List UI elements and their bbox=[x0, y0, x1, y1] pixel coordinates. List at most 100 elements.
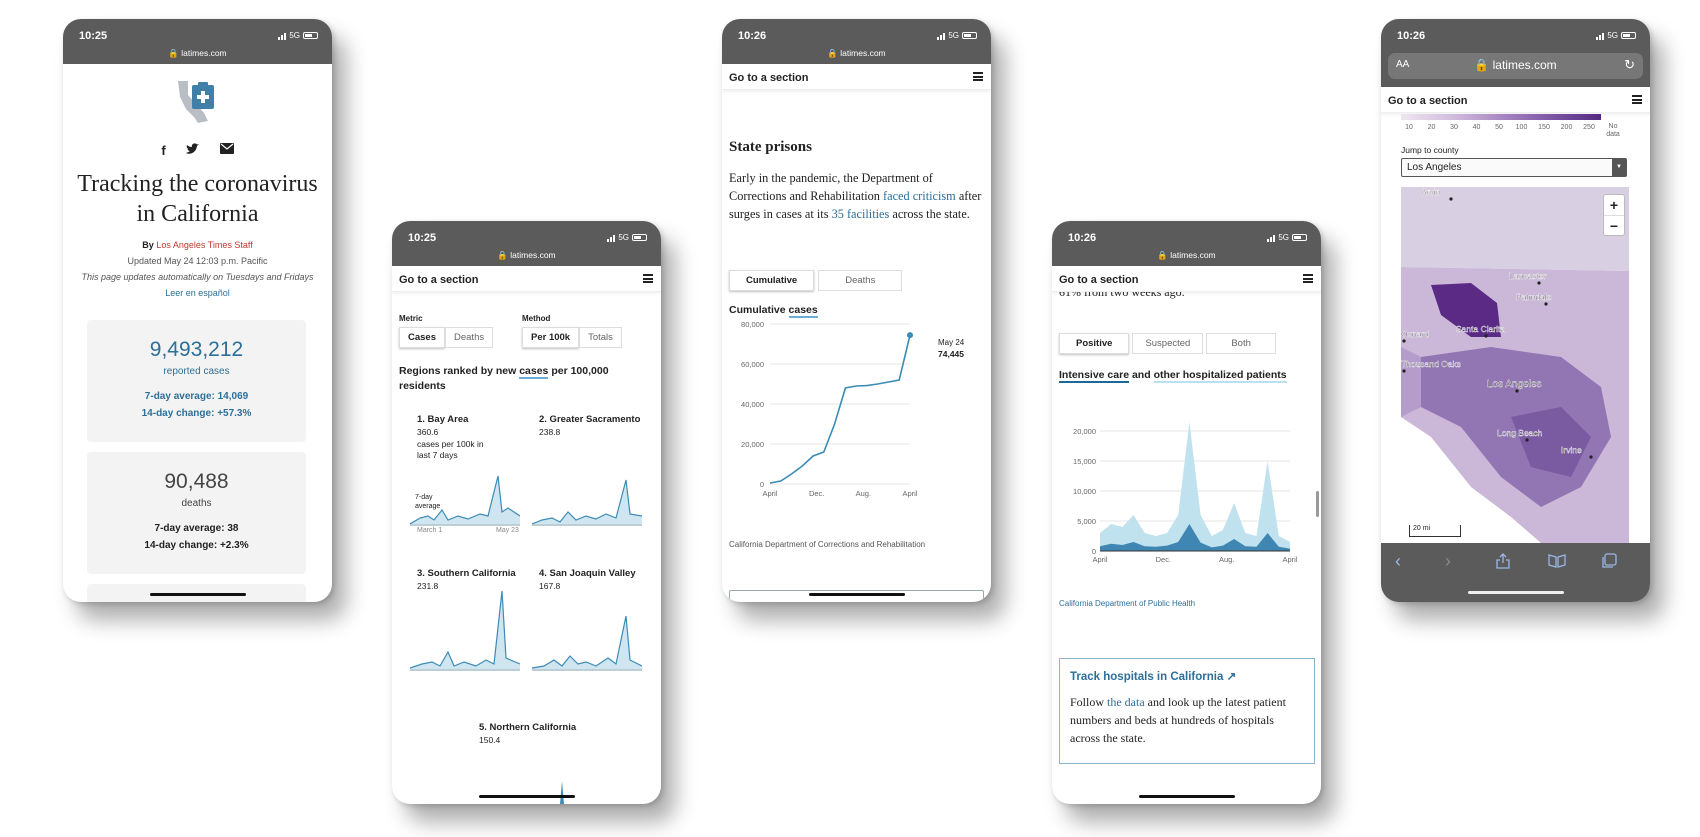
coast-area bbox=[1401, 347, 1421, 417]
facebook-icon[interactable]: f bbox=[161, 143, 166, 158]
home-indicator bbox=[149, 593, 246, 596]
phone-2-screen: 10:25 5G 🔒 latimes.com Go to a section M… bbox=[392, 221, 661, 804]
positive-button[interactable]: Positive bbox=[1059, 333, 1130, 354]
url-bar[interactable]: 🔒 latimes.com bbox=[168, 48, 227, 58]
menu-icon[interactable] bbox=[973, 72, 983, 81]
signal-indicator: 5G bbox=[1596, 31, 1636, 40]
county-map[interactable]: Arvin Lancaster Palmdale Santa Clarita Oxnar… bbox=[1401, 187, 1629, 543]
updated-time: Updated May 24 12:03 p.m. Pacific bbox=[127, 256, 268, 266]
signal-indicator: 5G bbox=[937, 31, 977, 40]
menu-icon[interactable] bbox=[1303, 274, 1313, 283]
legend-tick: 10 bbox=[1405, 124, 1413, 131]
metric-cases-button[interactable]: Cases bbox=[399, 327, 445, 348]
y-tick-label: 40,000 bbox=[741, 400, 764, 409]
suspected-button[interactable]: Suspected bbox=[1132, 333, 1204, 354]
the-data-link[interactable]: the data bbox=[1107, 695, 1145, 709]
tabs-icon[interactable] bbox=[1601, 553, 1617, 569]
region-name: 5. Northern California bbox=[479, 722, 577, 733]
place-label: Long Beach bbox=[1497, 428, 1543, 438]
y-tick-label: 20,000 bbox=[1073, 427, 1096, 436]
address-bar[interactable]: AA 🔒 latimes.com ↻ bbox=[1388, 53, 1643, 79]
section-nav[interactable]: Go to a section bbox=[1052, 266, 1321, 292]
metric-deaths-button[interactable]: Deaths bbox=[445, 327, 494, 348]
author-link[interactable]: Los Angeles Times Staff bbox=[156, 240, 253, 250]
x-tick-label: April bbox=[902, 489, 917, 498]
faced-criticism-link[interactable]: faced criticism bbox=[883, 189, 956, 203]
status-time: 10:26 bbox=[1068, 232, 1097, 244]
deaths-button[interactable]: Deaths bbox=[818, 270, 903, 291]
county-select[interactable]: Los Angeles ▼ bbox=[1401, 158, 1627, 177]
bookmarks-icon[interactable] bbox=[1548, 554, 1566, 568]
update-note: This page updates automatically on Tuesd… bbox=[81, 272, 314, 282]
region-value: 231.8 bbox=[417, 581, 439, 591]
phone-5-screen: 10:26 5G AA 🔒 latimes.com ↻ Go to a sect… bbox=[1381, 19, 1650, 602]
hospitalized-area bbox=[1100, 422, 1290, 551]
place-label: Palmdale bbox=[1516, 292, 1552, 302]
x-tick-label: April bbox=[1092, 555, 1107, 564]
method-label: Method bbox=[522, 314, 551, 323]
zoom-out-button[interactable]: − bbox=[1609, 218, 1619, 234]
x-end-label: May 23 bbox=[496, 527, 519, 534]
place-label: Arvin bbox=[1421, 187, 1441, 197]
forward-icon[interactable]: › bbox=[1445, 551, 1451, 571]
x-start-label: March 1 bbox=[417, 527, 443, 534]
cases-link[interactable]: cases bbox=[519, 365, 549, 379]
section-nav-title: Go to a section bbox=[1388, 95, 1468, 107]
section-body: Early in the pandemic, the Department of… bbox=[729, 171, 982, 221]
map-scale: 20 mi bbox=[1409, 525, 1461, 537]
share-bar: f bbox=[63, 143, 332, 158]
section-nav-title: Go to a section bbox=[1059, 274, 1139, 286]
region-name: 1. Bay Area bbox=[417, 414, 469, 425]
menu-icon[interactable] bbox=[643, 274, 653, 283]
url-bar[interactable]: 🔒 latimes.com bbox=[827, 48, 886, 58]
place-marker bbox=[1449, 197, 1453, 201]
facilities-link[interactable]: 35 facilities bbox=[831, 207, 890, 221]
method-per100k-button[interactable]: Per 100k bbox=[522, 327, 580, 348]
y-tick-label: 15,000 bbox=[1073, 457, 1096, 466]
jump-label: Jump to county bbox=[1401, 145, 1459, 155]
next-box bbox=[729, 590, 984, 602]
legend-color-bar bbox=[1401, 114, 1601, 120]
reader-aa-button[interactable]: AA bbox=[1396, 59, 1410, 70]
y-tick-label: 80,000 bbox=[741, 320, 764, 329]
home-indicator bbox=[478, 795, 575, 798]
section-nav[interactable]: Go to a section bbox=[1381, 87, 1650, 113]
url-bar[interactable]: 🔒 latimes.com bbox=[497, 250, 556, 260]
x-tick-label: April bbox=[762, 489, 777, 498]
place-marker bbox=[1537, 281, 1541, 285]
spanish-link[interactable]: Leer en español bbox=[165, 288, 230, 298]
y-tick-label: 5,000 bbox=[1077, 517, 1096, 526]
chart-title: Intensive care and other hospitalized pa… bbox=[1059, 369, 1287, 383]
zoom-in-button[interactable]: + bbox=[1604, 195, 1624, 216]
x-tick-label: Dec. bbox=[1156, 555, 1171, 564]
cases-link[interactable]: cases bbox=[788, 304, 818, 318]
sparkline-northern-california bbox=[560, 781, 564, 804]
both-button[interactable]: Both bbox=[1206, 333, 1276, 354]
phone-3-screen: 10:26 5G 🔒 latimes.com Go to a section S… bbox=[722, 19, 991, 602]
scroll-indicator[interactable] bbox=[1316, 491, 1319, 517]
status-bar: 10:26 5G 🔒 latimes.com bbox=[722, 19, 991, 64]
legend-tick: 250 bbox=[1583, 124, 1595, 131]
high-rate-area bbox=[1431, 283, 1501, 337]
method-totals-button[interactable]: Totals bbox=[579, 327, 622, 348]
status-bar: 10:26 5G AA 🔒 latimes.com ↻ bbox=[1381, 19, 1650, 87]
twitter-icon[interactable] bbox=[185, 143, 200, 155]
method-toggle: Per 100k Totals bbox=[522, 327, 622, 348]
reload-icon[interactable]: ↻ bbox=[1624, 57, 1635, 72]
email-icon[interactable] bbox=[219, 143, 234, 154]
cumulative-button[interactable]: Cumulative bbox=[729, 270, 815, 291]
back-icon[interactable]: ‹ bbox=[1395, 551, 1401, 571]
phone-4-screen: 10:26 5G 🔒 latimes.com 61% from two week… bbox=[1052, 221, 1321, 804]
other-patients-link[interactable]: other hospitalized patients bbox=[1153, 369, 1287, 383]
section-nav[interactable]: Go to a section bbox=[392, 266, 661, 292]
y-tick-label: 0 bbox=[760, 480, 764, 489]
home-indicator bbox=[1138, 795, 1235, 798]
section-nav[interactable]: Go to a section bbox=[722, 64, 991, 90]
callout-title[interactable]: Track hospitals in California ↗ bbox=[1070, 671, 1237, 683]
signal-indicator: 5G bbox=[607, 233, 647, 242]
share-icon[interactable] bbox=[1496, 553, 1510, 569]
url-bar[interactable]: 🔒 latimes.com bbox=[1157, 250, 1216, 260]
phone-1-screen: 10:25 5G 🔒 latimes.com f Tracking the co… bbox=[63, 19, 332, 602]
intensive-care-link[interactable]: Intensive care bbox=[1059, 369, 1130, 383]
menu-icon[interactable] bbox=[1632, 95, 1642, 104]
